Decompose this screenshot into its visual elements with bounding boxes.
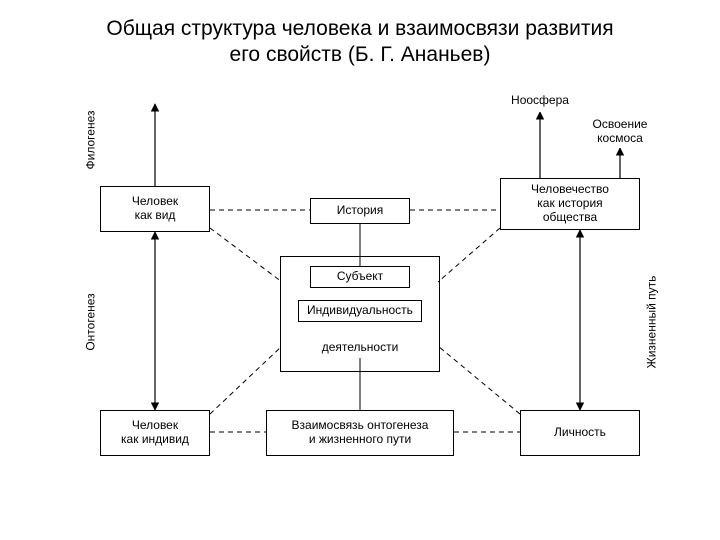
diagram-canvas: Филогенез Онтогенез Жизненный путь Ноосф… (60, 90, 660, 510)
axis-label-filogenez: Филогенез (83, 111, 97, 170)
node-individualnost: Индивидуальность (298, 300, 422, 322)
title-line-1: Общая структура человека и взаимосвязи р… (106, 17, 613, 40)
node-noosfera: Ноосфера (500, 90, 580, 112)
node-vzaimosvyaz: Взаимосвязь онтогенеза и жизненного пути (266, 410, 454, 456)
page-title: Общая структура человека и взаимосвязи р… (0, 16, 720, 69)
node-istoriya: История (310, 198, 410, 224)
node-lichnost: Личность (520, 410, 640, 456)
node-chelovek-individ: Человек как индивид (100, 410, 210, 456)
axis-label-ontogenez: Онтогенез (83, 293, 97, 350)
node-chelovek-vid: Человек как вид (100, 186, 210, 232)
title-line-2: его свойств (Б. Г. Ананьев) (230, 43, 491, 66)
axis-label-zhiznput: Жизненный путь (644, 276, 658, 369)
node-deyatelnosti: деятельности (310, 338, 410, 358)
node-subject: Субъект (310, 266, 410, 288)
node-osvoenie-kosmosa: Освоение космоса (580, 116, 660, 148)
node-chelovechestvo-obschestvo: Человечество как история общества (500, 178, 640, 230)
